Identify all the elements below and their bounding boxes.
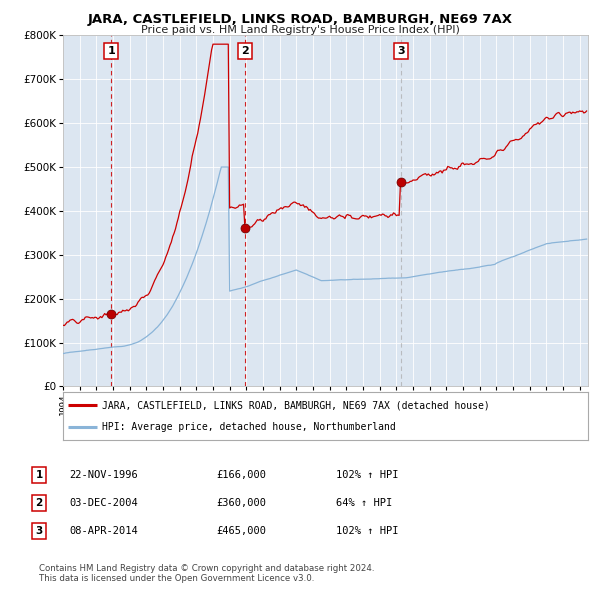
- Text: 03-DEC-2004: 03-DEC-2004: [69, 498, 138, 507]
- Text: JARA, CASTLEFIELD, LINKS ROAD, BAMBURGH, NE69 7AX (detached house): JARA, CASTLEFIELD, LINKS ROAD, BAMBURGH,…: [103, 400, 490, 410]
- Text: £166,000: £166,000: [216, 470, 266, 480]
- Text: 2: 2: [35, 498, 43, 507]
- Text: 102% ↑ HPI: 102% ↑ HPI: [336, 470, 398, 480]
- Text: Contains HM Land Registry data © Crown copyright and database right 2024.
This d: Contains HM Land Registry data © Crown c…: [39, 563, 374, 583]
- Text: 102% ↑ HPI: 102% ↑ HPI: [336, 526, 398, 536]
- Text: 1: 1: [35, 470, 43, 480]
- Text: £465,000: £465,000: [216, 526, 266, 536]
- Text: 3: 3: [397, 46, 404, 56]
- Text: 22-NOV-1996: 22-NOV-1996: [69, 470, 138, 480]
- Text: HPI: Average price, detached house, Northumberland: HPI: Average price, detached house, Nort…: [103, 422, 396, 432]
- Text: 08-APR-2014: 08-APR-2014: [69, 526, 138, 536]
- Text: 64% ↑ HPI: 64% ↑ HPI: [336, 498, 392, 507]
- Text: 2: 2: [241, 46, 249, 56]
- Text: 1: 1: [107, 46, 115, 56]
- Text: Price paid vs. HM Land Registry's House Price Index (HPI): Price paid vs. HM Land Registry's House …: [140, 25, 460, 35]
- Text: £360,000: £360,000: [216, 498, 266, 507]
- Text: 3: 3: [35, 526, 43, 536]
- Text: JARA, CASTLEFIELD, LINKS ROAD, BAMBURGH, NE69 7AX: JARA, CASTLEFIELD, LINKS ROAD, BAMBURGH,…: [88, 13, 512, 26]
